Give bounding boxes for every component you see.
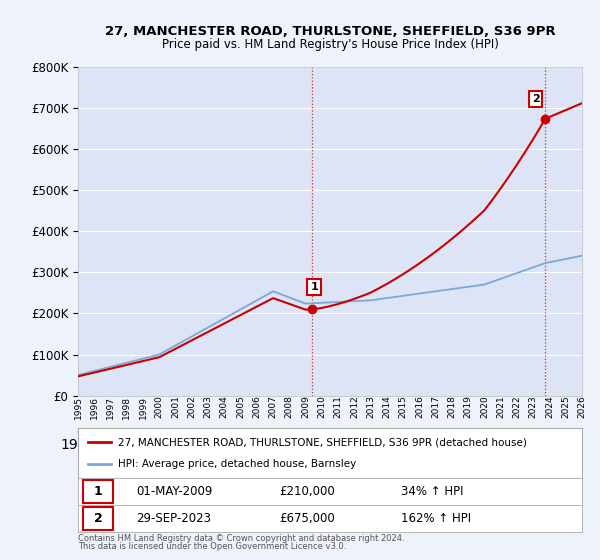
Text: 1999: 1999	[139, 395, 148, 418]
Text: 2008: 2008	[285, 395, 294, 418]
Text: 2018: 2018	[448, 395, 457, 418]
Text: Price paid vs. HM Land Registry's House Price Index (HPI): Price paid vs. HM Land Registry's House …	[161, 38, 499, 50]
Text: 1998: 1998	[122, 395, 131, 418]
Text: 1996: 1996	[90, 395, 99, 418]
Text: 27, MANCHESTER ROAD, THURLSTONE, SHEFFIELD, S36 9PR (detached house): 27, MANCHESTER ROAD, THURLSTONE, SHEFFIE…	[118, 437, 527, 447]
Text: 34% ↑ HPI: 34% ↑ HPI	[401, 485, 463, 498]
Text: 01-MAY-2009: 01-MAY-2009	[136, 485, 212, 498]
Text: 2009: 2009	[301, 395, 310, 418]
Text: £675,000: £675,000	[280, 512, 335, 525]
Text: 2011: 2011	[334, 395, 343, 418]
Text: 2016: 2016	[415, 395, 424, 418]
Text: 2005: 2005	[236, 395, 245, 418]
Text: 2026: 2026	[577, 395, 586, 418]
Text: 2023: 2023	[529, 395, 538, 418]
Text: 1995: 1995	[74, 395, 83, 418]
Text: This data is licensed under the Open Government Licence v3.0.: This data is licensed under the Open Gov…	[78, 542, 346, 551]
Text: 2004: 2004	[220, 395, 229, 418]
FancyBboxPatch shape	[83, 480, 113, 503]
Text: 1: 1	[94, 485, 103, 498]
Text: 2: 2	[94, 512, 103, 525]
Text: 2017: 2017	[431, 395, 440, 418]
Text: 2002: 2002	[187, 395, 196, 418]
Text: 2014: 2014	[382, 395, 391, 418]
Text: 2003: 2003	[203, 395, 212, 418]
FancyBboxPatch shape	[83, 507, 113, 530]
Text: 2006: 2006	[253, 395, 262, 418]
Text: 1997: 1997	[106, 395, 115, 418]
Text: 2021: 2021	[496, 395, 505, 418]
Text: 2000: 2000	[155, 395, 164, 418]
Text: 2019: 2019	[464, 395, 473, 418]
Text: 2025: 2025	[561, 395, 570, 418]
Text: 1: 1	[310, 282, 318, 292]
Text: 2001: 2001	[171, 395, 180, 418]
Text: 2024: 2024	[545, 395, 554, 418]
Text: 27, MANCHESTER ROAD, THURLSTONE, SHEFFIELD, S36 9PR: 27, MANCHESTER ROAD, THURLSTONE, SHEFFIE…	[104, 25, 556, 38]
Text: 29-SEP-2023: 29-SEP-2023	[136, 512, 211, 525]
Text: HPI: Average price, detached house, Barnsley: HPI: Average price, detached house, Barn…	[118, 459, 356, 469]
Text: 2012: 2012	[350, 395, 359, 418]
Text: 2: 2	[532, 94, 539, 104]
Text: Contains HM Land Registry data © Crown copyright and database right 2024.: Contains HM Land Registry data © Crown c…	[78, 534, 404, 543]
Text: £210,000: £210,000	[280, 485, 335, 498]
Text: 2010: 2010	[317, 395, 326, 418]
Text: 2022: 2022	[512, 395, 521, 418]
Text: 2013: 2013	[366, 395, 375, 418]
Text: 2007: 2007	[269, 395, 278, 418]
Text: 2020: 2020	[480, 395, 489, 418]
Text: 2015: 2015	[398, 395, 407, 418]
Text: 162% ↑ HPI: 162% ↑ HPI	[401, 512, 470, 525]
